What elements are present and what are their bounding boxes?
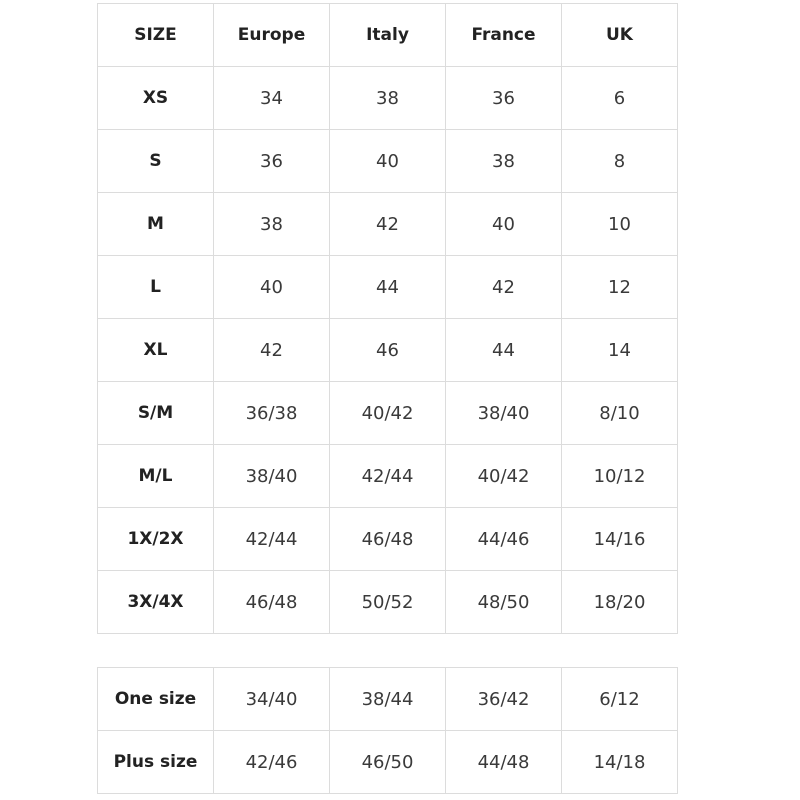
size-label-cell: S: [97, 129, 214, 193]
size-label-cell: XS: [97, 66, 214, 130]
column-header: France: [445, 3, 562, 67]
column-header: Europe: [213, 3, 330, 67]
table-row: XL 42 46 44 14: [97, 318, 678, 382]
size-value-cell: 36: [445, 66, 562, 130]
size-value-cell: 8: [561, 129, 678, 193]
table-row: M 38 42 40 10: [97, 192, 678, 256]
size-value-cell: 42: [445, 255, 562, 319]
size-value-cell: 12: [561, 255, 678, 319]
one-plus-size-table: One size 34/40 38/44 36/42 6/12 Plus size 42/4…: [97, 667, 678, 794]
size-value-cell: 34: [213, 66, 330, 130]
size-value-cell: 42/44: [329, 444, 446, 508]
table-row: XS 34 38 36 6: [97, 66, 678, 130]
size-value-cell: 50/52: [329, 570, 446, 634]
size-value-cell: 14: [561, 318, 678, 382]
size-value-cell: 38/40: [445, 381, 562, 445]
column-header: Italy: [329, 3, 446, 67]
table-row: One size 34/40 38/44 36/42 6/12: [97, 667, 678, 731]
size-value-cell: 46/50: [329, 730, 446, 794]
size-value-cell: 42: [329, 192, 446, 256]
size-value-cell: 44: [445, 318, 562, 382]
size-value-cell: 38: [329, 66, 446, 130]
size-value-cell: 44/48: [445, 730, 562, 794]
size-value-cell: 48/50: [445, 570, 562, 634]
size-value-cell: 6: [561, 66, 678, 130]
size-value-cell: 40: [213, 255, 330, 319]
size-value-cell: 6/12: [561, 667, 678, 731]
size-value-cell: 40: [445, 192, 562, 256]
column-header: SIZE: [97, 3, 214, 67]
size-label-cell: M: [97, 192, 214, 256]
size-label-cell: S/M: [97, 381, 214, 445]
size-value-cell: 18/20: [561, 570, 678, 634]
size-value-cell: 36/38: [213, 381, 330, 445]
size-label-cell: 1X/2X: [97, 507, 214, 571]
size-label-cell: Plus size: [97, 730, 214, 794]
table-row: L 40 44 42 12: [97, 255, 678, 319]
size-value-cell: 8/10: [561, 381, 678, 445]
table-row: S/M 36/38 40/42 38/40 8/10: [97, 381, 678, 445]
size-value-cell: 42: [213, 318, 330, 382]
size-value-cell: 36/42: [445, 667, 562, 731]
size-label-cell: XL: [97, 318, 214, 382]
size-value-cell: 42/44: [213, 507, 330, 571]
header-row: SIZE Europe Italy France UK: [97, 3, 678, 67]
size-label-cell: M/L: [97, 444, 214, 508]
size-label-cell: 3X/4X: [97, 570, 214, 634]
size-label-cell: L: [97, 255, 214, 319]
size-chart-table: SIZE Europe Italy France UK XS 34 38 36 6 S 36 40 38 8…: [97, 3, 678, 634]
size-value-cell: 38/44: [329, 667, 446, 731]
table-row: 1X/2X 42/44 46/48 44/46 14/16: [97, 507, 678, 571]
column-header: UK: [561, 3, 678, 67]
size-value-cell: 10: [561, 192, 678, 256]
size-value-cell: 36: [213, 129, 330, 193]
size-value-cell: 44: [329, 255, 446, 319]
table-row: Plus size 42/46 46/50 44/48 14/18: [97, 730, 678, 794]
size-value-cell: 46/48: [329, 507, 446, 571]
size-value-cell: 38: [213, 192, 330, 256]
size-value-cell: 38: [445, 129, 562, 193]
size-label-cell: One size: [97, 667, 214, 731]
size-value-cell: 40/42: [445, 444, 562, 508]
size-value-cell: 34/40: [213, 667, 330, 731]
size-value-cell: 14/16: [561, 507, 678, 571]
size-value-cell: 46/48: [213, 570, 330, 634]
table-row: 3X/4X 46/48 50/52 48/50 18/20: [97, 570, 678, 634]
size-value-cell: 40/42: [329, 381, 446, 445]
size-value-cell: 14/18: [561, 730, 678, 794]
size-value-cell: 46: [329, 318, 446, 382]
table-row: S 36 40 38 8: [97, 129, 678, 193]
size-value-cell: 10/12: [561, 444, 678, 508]
size-value-cell: 40: [329, 129, 446, 193]
size-value-cell: 42/46: [213, 730, 330, 794]
size-value-cell: 38/40: [213, 444, 330, 508]
size-value-cell: 44/46: [445, 507, 562, 571]
table-row: M/L 38/40 42/44 40/42 10/12: [97, 444, 678, 508]
